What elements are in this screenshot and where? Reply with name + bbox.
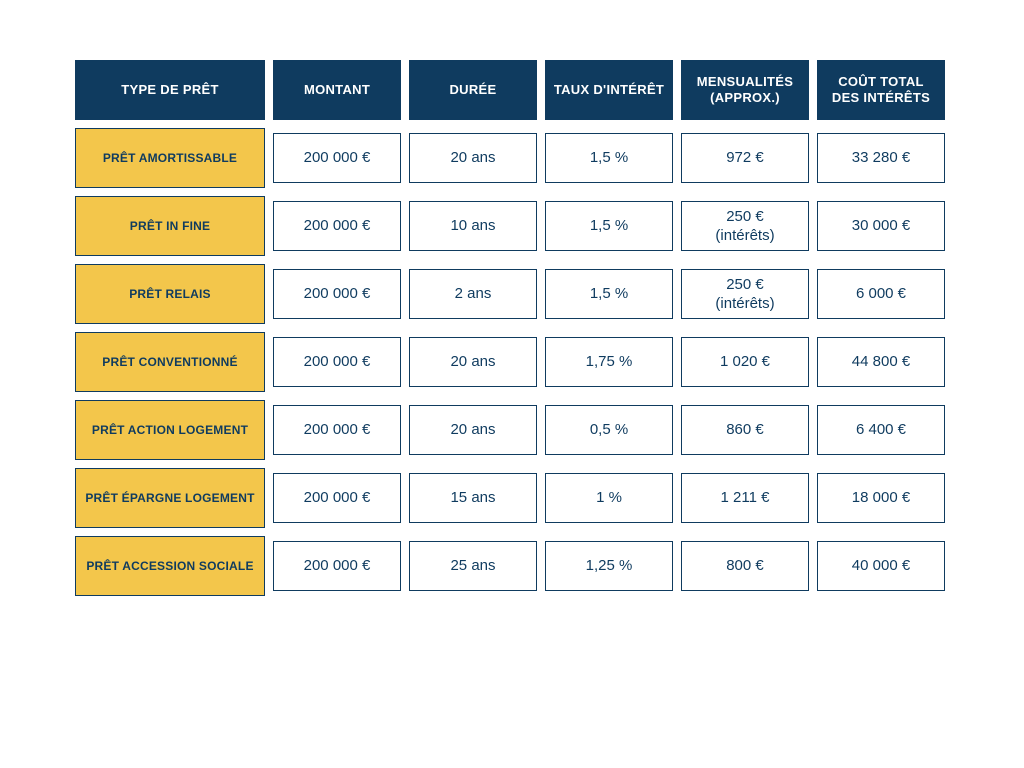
col-header: DURÉE xyxy=(409,60,537,120)
table-cell: 1,75 % xyxy=(545,337,673,387)
loan-comparison-table: TYPE DE PRÊT MONTANT DURÉE TAUX D'INTÉRÊ… xyxy=(75,60,949,596)
table-cell: 30 000 € xyxy=(817,201,945,251)
table-cell: 200 000 € xyxy=(273,473,401,523)
table-cell: 200 000 € xyxy=(273,337,401,387)
col-header: COÛT TOTAL DES INTÉRÊTS xyxy=(817,60,945,120)
table-cell: 44 800 € xyxy=(817,337,945,387)
table-cell: 6 000 € xyxy=(817,269,945,319)
table-cell: 250 € (intérêts) xyxy=(681,269,809,319)
row-label: PRÊT IN FINE xyxy=(75,196,265,256)
table-cell: 1,5 % xyxy=(545,133,673,183)
row-label: PRÊT ÉPARGNE LOGEMENT xyxy=(75,468,265,528)
col-header: MENSUALITÉS (APPROX.) xyxy=(681,60,809,120)
table-cell: 250 € (intérêts) xyxy=(681,201,809,251)
table-cell: 18 000 € xyxy=(817,473,945,523)
col-header: TYPE DE PRÊT xyxy=(75,60,265,120)
row-label: PRÊT CONVENTIONNÉ xyxy=(75,332,265,392)
table-cell: 200 000 € xyxy=(273,541,401,591)
col-header: TAUX D'INTÉRÊT xyxy=(545,60,673,120)
table-cell: 1,25 % xyxy=(545,541,673,591)
table-cell: 1 020 € xyxy=(681,337,809,387)
table-cell: 20 ans xyxy=(409,133,537,183)
row-label: PRÊT AMORTISSABLE xyxy=(75,128,265,188)
table-cell: 20 ans xyxy=(409,337,537,387)
table-cell: 1,5 % xyxy=(545,201,673,251)
table-cell: 972 € xyxy=(681,133,809,183)
table-cell: 1 211 € xyxy=(681,473,809,523)
row-label: PRÊT ACTION LOGEMENT xyxy=(75,400,265,460)
col-header: MONTANT xyxy=(273,60,401,120)
table-cell: 40 000 € xyxy=(817,541,945,591)
table-cell: 25 ans xyxy=(409,541,537,591)
table-cell: 10 ans xyxy=(409,201,537,251)
table-cell: 2 ans xyxy=(409,269,537,319)
table-cell: 1,5 % xyxy=(545,269,673,319)
table-cell: 6 400 € xyxy=(817,405,945,455)
table-cell: 200 000 € xyxy=(273,269,401,319)
table-cell: 15 ans xyxy=(409,473,537,523)
table-cell: 200 000 € xyxy=(273,405,401,455)
table-cell: 1 % xyxy=(545,473,673,523)
table-cell: 860 € xyxy=(681,405,809,455)
table-cell: 20 ans xyxy=(409,405,537,455)
table-container: TYPE DE PRÊT MONTANT DURÉE TAUX D'INTÉRÊ… xyxy=(0,0,1024,656)
table-cell: 200 000 € xyxy=(273,133,401,183)
table-cell: 200 000 € xyxy=(273,201,401,251)
table-cell: 0,5 % xyxy=(545,405,673,455)
row-label: PRÊT ACCESSION SOCIALE xyxy=(75,536,265,596)
row-label: PRÊT RELAIS xyxy=(75,264,265,324)
table-cell: 800 € xyxy=(681,541,809,591)
table-cell: 33 280 € xyxy=(817,133,945,183)
